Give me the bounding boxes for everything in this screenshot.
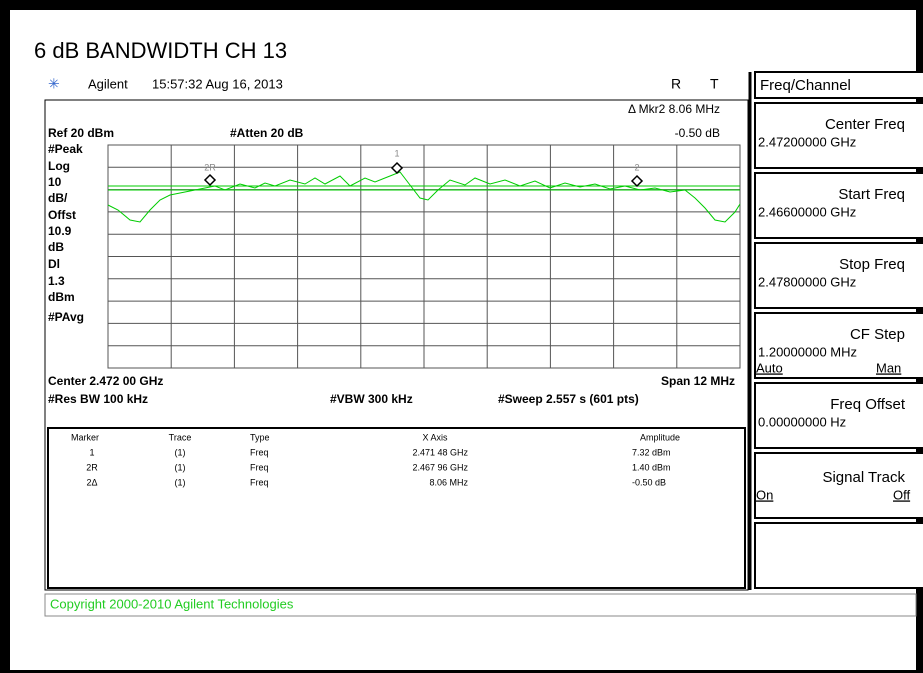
softkey-label[interactable]: Stop Freq (839, 256, 905, 273)
left-label: 10 (48, 175, 62, 189)
status-bar (44, 593, 917, 617)
datetime: 15:57:32 Aug 16, 2013 (152, 76, 283, 91)
table-cell: Freq (250, 462, 269, 472)
softkey-box (754, 452, 923, 519)
table-header: Amplitude (640, 432, 680, 442)
softkey-label[interactable]: Start Freq (838, 186, 905, 203)
table-header: X Axis (422, 432, 448, 442)
marker-tag: 2R (204, 162, 216, 172)
table-cell: 1 (89, 447, 94, 457)
softkey-label[interactable]: CF Step (850, 326, 905, 343)
softkey-label[interactable]: Center Freq (825, 116, 905, 133)
left-label: dB (48, 240, 64, 254)
markers: 2R 1 2 (203, 148, 644, 188)
ref-level: Ref 20 dBm (48, 126, 114, 140)
left-label: #PAvg (48, 310, 84, 324)
softkey-option: Man (876, 360, 901, 375)
marker-amp: -0.50 dB (675, 126, 720, 140)
table-cell: 2R (86, 462, 98, 472)
softkey-box (754, 522, 923, 589)
flag: R (671, 76, 681, 92)
table-cell: 8.06 MHz (429, 477, 468, 487)
table-cell: 2Δ (86, 477, 97, 487)
menu-title-box (754, 71, 923, 99)
softkey-box (754, 242, 923, 309)
left-label: Log (48, 159, 70, 173)
softkey-label[interactable]: Signal Track (822, 469, 905, 486)
logo: ✳ (48, 76, 60, 92)
table-header: Type (250, 432, 270, 442)
marker (390, 161, 404, 175)
softkey-value: 1.20000000 MHz (758, 344, 857, 359)
left-label: #Peak (48, 142, 83, 156)
trace (107, 171, 741, 223)
table-cell: (1) (175, 477, 186, 487)
table-box (47, 427, 746, 589)
softkey-value: 2.47800000 GHz (758, 274, 856, 289)
marker-delta: Δ Mkr2 8.06 MHz (628, 102, 720, 116)
table-cell: 2.467 96 GHz (412, 462, 468, 472)
softkey-option: On (756, 487, 773, 502)
marker (203, 173, 217, 187)
softkey-box (754, 172, 923, 239)
marker-tag: 2 (634, 162, 639, 172)
softkey-box (754, 102, 923, 169)
atten: #Atten 20 dB (230, 126, 304, 140)
softkey-box (754, 312, 923, 379)
softkey-option: Auto (756, 360, 783, 375)
table-cell: 1.40 dBm (632, 462, 671, 472)
left-label: 10.9 (48, 224, 72, 238)
softkey-value: 2.47200000 GHz (758, 134, 856, 149)
softkey-box (754, 382, 923, 449)
table-header: Marker (71, 432, 99, 442)
table-cell: 7.32 dBm (632, 447, 671, 457)
left-label: 1.3 (48, 274, 65, 288)
softkey-label[interactable]: Freq Offset (830, 396, 906, 413)
table-cell: (1) (175, 462, 186, 472)
brand: Agilent (88, 76, 128, 91)
copyright: Copyright 2000-2010 Agilent Technologies (50, 596, 294, 611)
table-cell: -0.50 dB (632, 477, 666, 487)
table-cell: 2.471 48 GHz (412, 447, 468, 457)
left-label: dBm (48, 290, 75, 304)
menu-title: Freq/Channel (760, 77, 851, 94)
left-label: Dl (48, 257, 60, 271)
softkey-option: Off (893, 487, 910, 502)
softkey-value: 2.46600000 GHz (758, 204, 856, 219)
vbw: #VBW 300 kHz (330, 392, 413, 406)
marker-tag: 1 (394, 148, 399, 158)
table-cell: Freq (250, 447, 269, 457)
flag: T (710, 76, 719, 92)
center: Center 2.472 00 GHz (48, 374, 163, 388)
rbw: #Res BW 100 kHz (48, 392, 148, 406)
table-cell: Freq (250, 477, 269, 487)
table-header: Trace (169, 432, 192, 442)
marker (630, 174, 644, 188)
left-label: Offst (48, 208, 76, 222)
sweep: #Sweep 2.557 s (601 pts) (498, 392, 639, 406)
marker-table: Marker Trace Type X Axis Amplitude 1 (1) Freq 2.… (71, 432, 680, 487)
table-cell: (1) (175, 447, 186, 457)
softkey-value: 0.00000000 Hz (758, 414, 846, 429)
left-label: dB/ (48, 191, 68, 205)
title: 6 dB BANDWIDTH CH 13 (34, 38, 287, 63)
display-box (44, 99, 749, 591)
span: Span 12 MHz (661, 374, 735, 388)
